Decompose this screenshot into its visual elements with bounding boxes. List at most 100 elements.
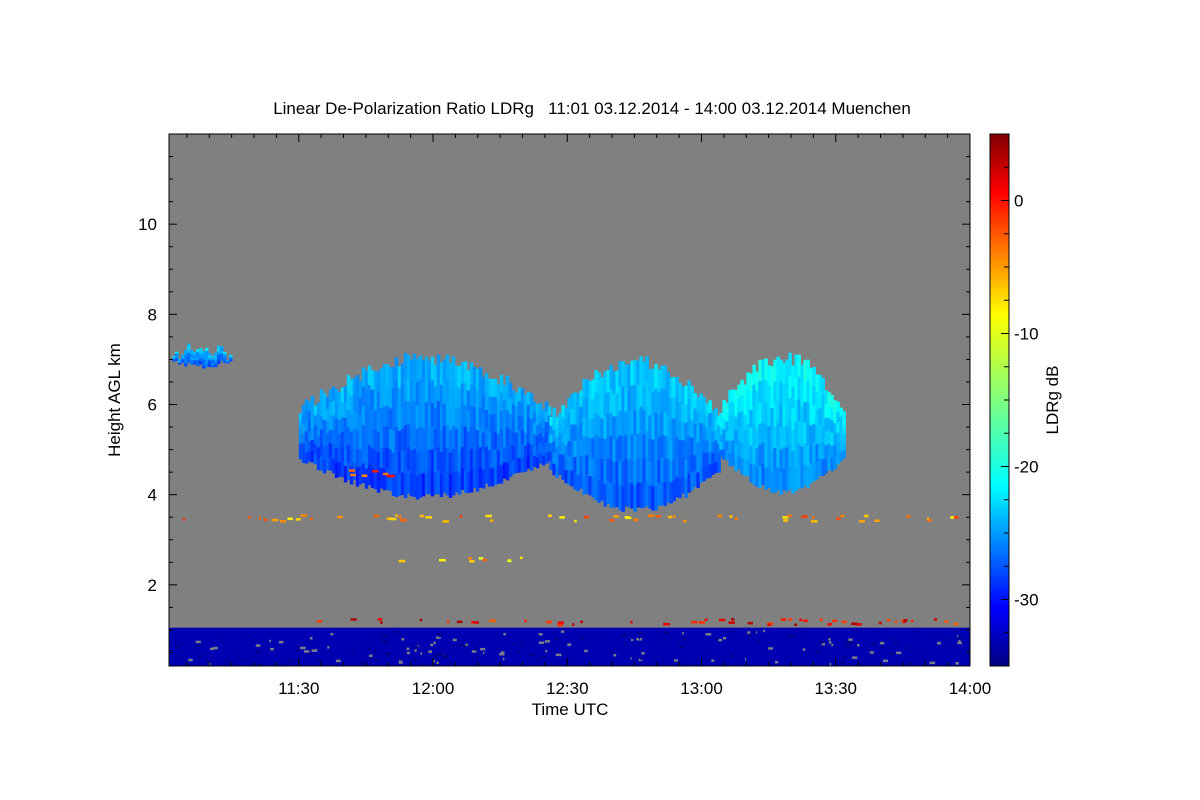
speckle bbox=[842, 656, 848, 659]
speckle bbox=[879, 641, 885, 645]
cloud-cell bbox=[391, 366, 396, 389]
cloud-cell bbox=[340, 461, 345, 478]
cloud-cell bbox=[797, 399, 801, 422]
cloud-cell bbox=[220, 357, 224, 361]
cloud-cell bbox=[430, 426, 435, 450]
cloud-cell bbox=[175, 356, 179, 358]
cloud-cell bbox=[630, 458, 634, 484]
cloud-cell bbox=[714, 408, 718, 420]
cloud-cell bbox=[487, 450, 492, 469]
cloud-cell bbox=[529, 431, 534, 446]
speckle bbox=[257, 663, 263, 666]
scatter-point bbox=[855, 623, 862, 626]
cloud-cell bbox=[806, 381, 810, 403]
cloud-cell bbox=[722, 419, 726, 431]
cloud-cell bbox=[797, 354, 801, 378]
cloud-cell bbox=[223, 352, 227, 355]
cloud-cell bbox=[478, 367, 483, 388]
cloud-cell bbox=[409, 359, 414, 383]
scatter-point bbox=[478, 557, 484, 560]
cloud-cell bbox=[349, 449, 354, 467]
cloud-cell bbox=[836, 432, 840, 444]
cloud-cell bbox=[343, 418, 348, 435]
cloud-cell bbox=[609, 388, 613, 413]
cloud-cell bbox=[717, 434, 721, 445]
cloud-cell bbox=[752, 444, 756, 465]
cloud-cell bbox=[301, 414, 306, 425]
cloud-cell bbox=[466, 472, 471, 494]
cloud-cell bbox=[337, 391, 342, 407]
cloud-cell bbox=[627, 435, 631, 460]
cloud-cell bbox=[217, 351, 221, 356]
cloud-cell bbox=[445, 378, 450, 402]
cloud-cell bbox=[606, 392, 610, 415]
cloud-cell bbox=[579, 423, 583, 440]
cloud-cell bbox=[684, 385, 688, 405]
cloud-cell bbox=[475, 450, 480, 472]
cloud-cell bbox=[758, 381, 762, 403]
cloud-cell bbox=[493, 449, 498, 468]
cloud-cell bbox=[797, 376, 801, 400]
cloud-cell bbox=[675, 376, 679, 398]
cloud-cell bbox=[469, 448, 474, 471]
speckle bbox=[788, 635, 795, 638]
cloud-cell bbox=[594, 478, 598, 501]
cloud-cell bbox=[761, 401, 765, 423]
speckle bbox=[205, 658, 208, 662]
cloud-cell bbox=[612, 416, 616, 440]
cloud-cell bbox=[737, 455, 741, 470]
cloud-cell bbox=[406, 355, 411, 379]
cloud-cell bbox=[415, 452, 420, 477]
cloud-cell bbox=[702, 466, 706, 482]
cloud-cell bbox=[517, 443, 522, 459]
cloud-cell bbox=[681, 440, 685, 459]
cloud-cell bbox=[475, 389, 480, 411]
cloud-cell bbox=[615, 416, 619, 440]
speckle bbox=[534, 658, 540, 661]
cloud-cell bbox=[331, 415, 336, 431]
cloud-cell bbox=[397, 430, 402, 453]
cloud-cell bbox=[812, 385, 816, 406]
cloud-cell bbox=[484, 428, 489, 448]
x-axis: 11:30 12:00 12:30 13:00 13:30 14:00 bbox=[186, 134, 991, 698]
speckle bbox=[398, 661, 403, 664]
speckle bbox=[685, 663, 687, 666]
cloud-cell bbox=[325, 445, 330, 458]
speckle bbox=[538, 641, 545, 644]
cloud-cell bbox=[208, 362, 212, 365]
cloud-cell bbox=[773, 403, 777, 427]
cloud-cell bbox=[532, 412, 537, 424]
cloud-cell bbox=[193, 360, 197, 363]
cloud-cell bbox=[827, 456, 831, 471]
y-tick-label: 10 bbox=[138, 215, 157, 234]
cloud-cell bbox=[779, 382, 783, 406]
cloud-cell bbox=[490, 432, 495, 451]
cloud-cell bbox=[325, 409, 330, 422]
cloud-cell bbox=[558, 433, 562, 445]
cloud-cell bbox=[752, 424, 756, 445]
colorbar-tick-label: -20 bbox=[1014, 458, 1039, 477]
cloud-cell bbox=[175, 353, 179, 356]
cloud-cell bbox=[776, 379, 780, 402]
cloud-cell bbox=[714, 461, 718, 473]
cloud-cell bbox=[660, 365, 664, 390]
cloud-cell bbox=[636, 360, 640, 386]
speckle bbox=[310, 637, 313, 640]
speckle bbox=[676, 631, 683, 635]
speckle bbox=[529, 653, 536, 657]
cloud-cell bbox=[481, 377, 486, 397]
cloud-cell bbox=[382, 447, 387, 470]
cloud-cell bbox=[597, 415, 601, 438]
cloud-cell bbox=[175, 351, 179, 354]
cloud-cell bbox=[298, 436, 303, 445]
scatter-point bbox=[386, 474, 391, 478]
cloud-cell bbox=[544, 452, 549, 464]
cloud-cell bbox=[746, 441, 750, 459]
cloud-cell bbox=[645, 456, 649, 482]
cloud-cell bbox=[627, 411, 631, 437]
scatter-point bbox=[903, 619, 908, 622]
cloud-cell bbox=[767, 405, 771, 427]
scatter-point bbox=[624, 516, 629, 519]
cloud-cell bbox=[645, 381, 649, 407]
